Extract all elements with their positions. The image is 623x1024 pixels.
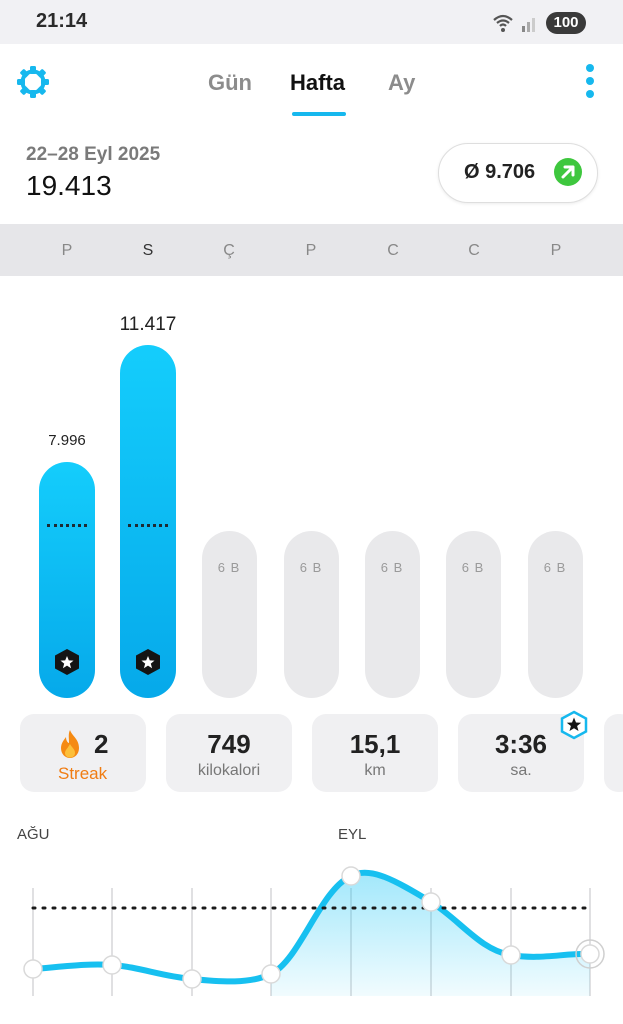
wifi-signal-icon [493,14,535,32]
goal-line [47,524,87,527]
trend-line [30,869,593,985]
selected-tab-indicator [292,112,346,116]
weekday-label[interactable]: Ç [223,242,235,259]
calories-value: 749 [207,729,251,759]
bar-value-label: 11.417 [119,314,177,335]
streak-card[interactable] [20,714,146,792]
status-bar [0,0,623,44]
weekday-label[interactable]: C [468,242,480,259]
date-range: 22–28 Eyl 2025 [26,144,161,165]
weekly-total-steps: 19.413 [26,170,112,201]
trend-point [421,892,441,912]
weekday-label[interactable]: P [61,242,73,259]
future-day-label: 6 B [380,560,404,575]
weekday-label[interactable]: P [550,242,562,259]
streak-value: 2 [94,729,109,759]
distance-value: 15,1 [349,729,401,759]
distance-card[interactable] [312,714,438,792]
selected-point-ring [575,939,605,969]
duration-value: 3:36 [494,729,548,759]
trend-point [102,955,122,975]
calories-label: kilokalori [197,762,261,779]
trend-point [580,944,600,964]
goal-line [128,524,168,527]
weekday-label[interactable]: S [142,242,154,259]
trend-point [341,866,361,886]
month-label: AĞU [17,826,50,843]
weekday-strip [0,224,623,276]
future-day-bar[interactable] [528,531,583,698]
settings-gear-icon[interactable] [16,65,50,99]
trend-point [501,945,521,965]
trend-area [271,872,590,996]
battery-indicator: 100 [546,12,586,34]
weekday-label[interactable]: C [387,242,399,259]
trend-up-icon [554,158,582,186]
trend-point [23,959,43,979]
next-card-partial[interactable] [604,714,623,792]
weekly-trend-chart [23,866,605,996]
flame-icon [61,730,79,758]
future-day-label: 6 B [217,560,241,575]
future-day-bar[interactable] [202,531,257,698]
trend-point [261,964,281,984]
average-value: Ø 9.706 [464,161,536,183]
star-badge-icon [136,649,160,675]
day-bar[interactable] [120,345,176,698]
tab-month[interactable]: Ay [388,70,416,95]
future-day-bar[interactable] [284,531,339,698]
weekday-label[interactable]: P [305,242,317,259]
more-options-icon[interactable] [578,62,602,102]
star-achievement-icon [560,710,588,740]
status-time: 21:14 [36,10,88,32]
future-day-bar[interactable] [365,531,420,698]
tab-day[interactable]: Gün [208,70,252,95]
streak-label: Streak [58,764,108,783]
distance-label: km [364,762,386,779]
future-day-label: 6 B [299,560,323,575]
future-day-label: 6 B [461,560,485,575]
trend-point [182,969,202,989]
calories-card[interactable] [166,714,292,792]
duration-label: sa. [510,762,532,779]
tab-week[interactable]: Hafta [290,70,346,95]
future-day-label: 6 B [543,560,567,575]
future-day-bar[interactable] [446,531,501,698]
month-label: EYL [338,826,367,843]
bar-value-label: 7.996 [48,432,86,449]
star-badge-icon [55,649,79,675]
